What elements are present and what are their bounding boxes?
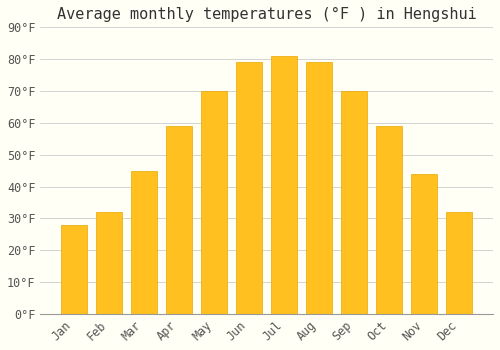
- Bar: [166, 126, 192, 314]
- Bar: [201, 91, 228, 314]
- Bar: [341, 91, 367, 314]
- Bar: [131, 170, 157, 314]
- Bar: [236, 62, 262, 314]
- Bar: [96, 212, 122, 314]
- Bar: [446, 212, 472, 314]
- Title: Average monthly temperatures (°F ) in Hengshui: Average monthly temperatures (°F ) in He…: [57, 7, 476, 22]
- Bar: [61, 225, 87, 314]
- Bar: [271, 56, 297, 314]
- Bar: [411, 174, 438, 314]
- Bar: [376, 126, 402, 314]
- Bar: [306, 62, 332, 314]
